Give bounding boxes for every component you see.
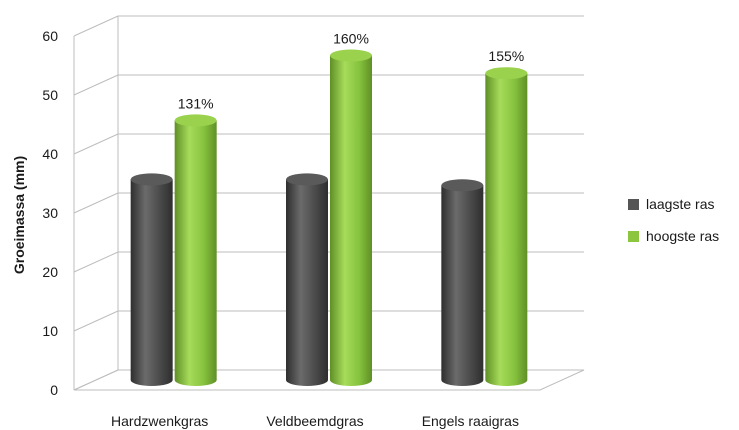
floor (73, 369, 585, 391)
y-axis-title: Groeimassa (mm) (11, 156, 27, 274)
bar-top (130, 173, 173, 186)
data-label: 131% (178, 95, 214, 111)
bar-hoogste-ras (174, 114, 217, 387)
bar-body (286, 179, 328, 386)
x-category-label: Hardzwenkgras (111, 413, 208, 429)
bar-laagste-ras (130, 173, 173, 386)
bar-body (485, 73, 528, 386)
data-label: 155% (488, 48, 524, 64)
bar-body (174, 120, 217, 387)
y-tick-label: 20 (42, 264, 58, 280)
y-tick-label: 60 (42, 28, 58, 44)
labels-layer: 131% 160% 155% (178, 31, 524, 112)
bars-layer (130, 49, 528, 387)
bar-laagste-ras (441, 179, 484, 386)
y-tick-label: 30 (42, 205, 58, 221)
y-tick-label: 50 (42, 87, 58, 103)
legend-swatch (628, 231, 639, 242)
gridline-diagonal (73, 251, 119, 273)
gridline-diagonal (73, 310, 119, 332)
bar-top (441, 179, 484, 192)
legend-swatch (628, 199, 639, 210)
bar-laagste-ras (286, 173, 328, 386)
legend-label: hoogste ras (646, 228, 719, 244)
bar-body (130, 179, 173, 386)
y-tick-label: 10 (42, 323, 58, 339)
x-category-label: Veldbeemdgras (266, 413, 363, 429)
bar-hoogste-ras (330, 49, 372, 386)
x-category-label: Engels raaigras (422, 413, 519, 429)
bar-hoogste-ras (485, 67, 528, 386)
legend-item: laagste ras (628, 196, 714, 212)
legend: laagste ras hoogste ras (628, 196, 719, 244)
y-tick-label: 40 (42, 146, 58, 162)
axis-layer: 0 10 20 30 40 50 60 Hardzwenkgras Veldbeemdgras E… (42, 28, 519, 429)
bar-top (485, 67, 528, 80)
bar-body (441, 185, 484, 386)
data-label: 160% (333, 31, 369, 47)
gridline-diagonal (73, 192, 119, 214)
y-tick-label: 0 (50, 382, 58, 398)
bar-top (330, 49, 372, 62)
legend-label: laagste ras (646, 196, 714, 212)
bar-top (174, 114, 217, 127)
gridline-diagonal (73, 133, 119, 155)
gridline-diagonal (73, 74, 119, 96)
legend-item: hoogste ras (628, 228, 719, 244)
gridline-diagonal (73, 15, 119, 37)
bar-body (330, 55, 372, 386)
bar-top (286, 173, 328, 186)
